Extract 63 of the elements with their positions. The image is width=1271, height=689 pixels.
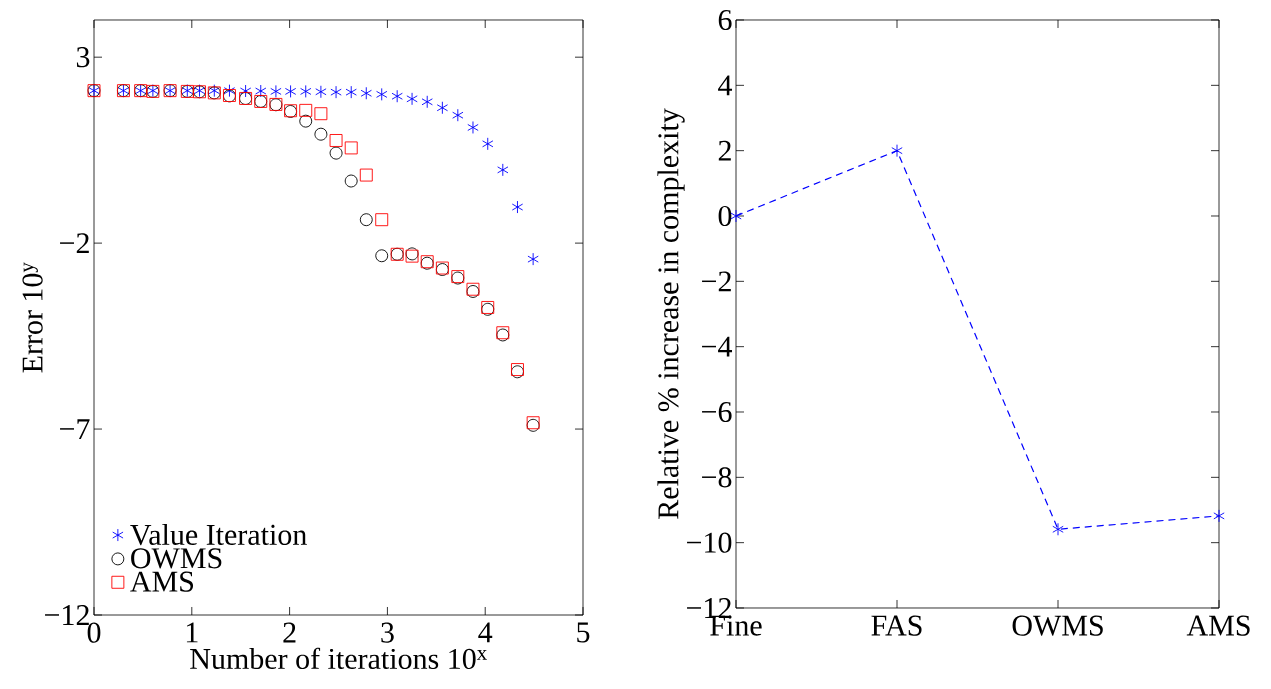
point [482,137,494,151]
y-tick-label: 0 [718,205,732,227]
point [239,84,252,98]
point [497,163,509,177]
point [300,84,312,98]
point [344,141,358,155]
point [223,84,236,98]
y-tick-label: 3 [76,47,90,68]
y-tick-label: 2 [718,140,731,161]
point [1052,522,1064,536]
legend-label: OWMS [131,548,222,569]
point [329,134,343,147]
point [1213,509,1225,523]
point [375,249,389,263]
point [527,252,539,266]
point [345,85,357,99]
point [314,127,328,141]
y-tick-label: 4 [718,75,733,96]
point [344,174,358,188]
point [315,85,327,99]
point [299,103,313,117]
x-tick-label: 1 [186,622,198,643]
legend-label: Value Iteration [130,523,307,546]
point [359,168,373,182]
point [375,213,389,227]
point [314,107,328,121]
y-tick-label: −10 [687,532,732,553]
point [330,85,342,99]
point [255,84,267,98]
point [421,95,433,109]
legend-label: AMS [130,571,194,592]
y-tick-label: −7 [60,419,90,439]
x-tick-label: 5 [577,622,590,643]
point [891,144,903,158]
x-tick-label: 2 [283,622,296,643]
y-tick-label: −4 [702,336,733,357]
x-tick-label: OWMS [1012,615,1103,636]
y-tick-label: −12 [45,605,89,625]
point [436,101,449,115]
y-axis-title: Error 10$^{y}$ [22,262,43,373]
y-tick-label: −8 [702,467,732,488]
y-tick-label: −6 [702,401,732,423]
x-tick-label: 4 [478,622,493,643]
y-tick-label: 6 [718,9,732,31]
y-tick-label: −2 [60,233,89,254]
point [467,121,479,134]
point [329,146,343,160]
x-axis-title: Number of iterations 10$^{x}$ [190,647,487,670]
point [391,89,403,103]
y-tick-label: −2 [702,271,731,292]
point [270,84,282,98]
point [452,108,464,122]
point [511,200,524,214]
y-axis-title: Relative % increase in complexity [657,108,685,519]
x-tick-label: AMS [1186,615,1250,636]
x-tick-label: FAS [871,615,922,636]
x-tick-label: 3 [381,622,394,643]
point [359,213,373,227]
point [360,86,372,100]
point [299,114,313,128]
point [284,84,297,98]
point [376,87,388,101]
point [406,92,418,106]
